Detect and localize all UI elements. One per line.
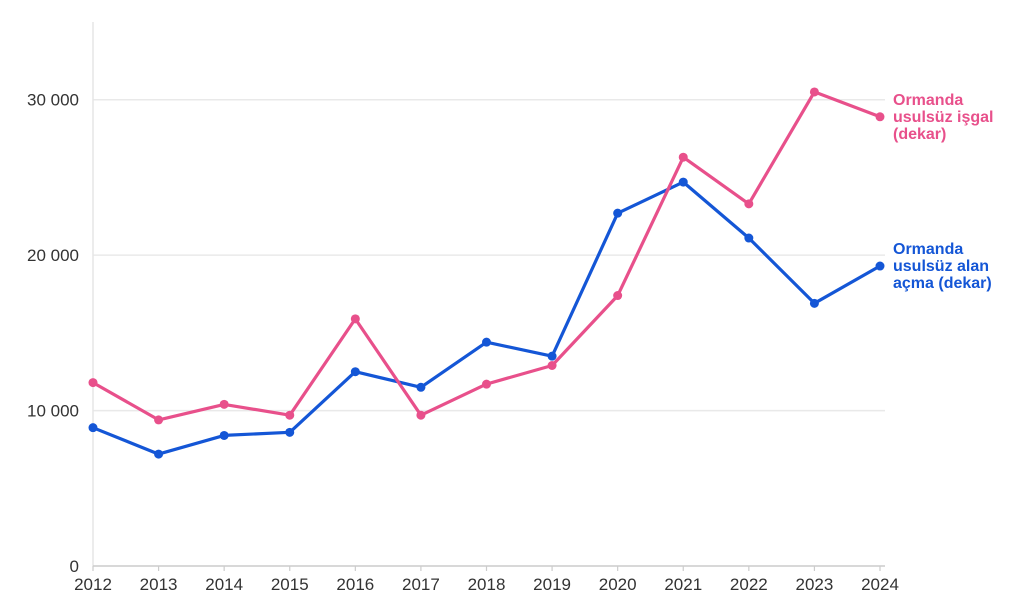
x-tick-label: 2014 — [205, 575, 243, 594]
data-point — [809, 87, 819, 97]
data-point — [482, 337, 491, 347]
x-tick-label: 2018 — [468, 575, 506, 594]
series-line — [91, 90, 882, 422]
data-point — [744, 199, 754, 209]
data-point — [219, 399, 229, 409]
x-tick-label: 2022 — [730, 575, 768, 594]
grid-lines — [93, 98, 885, 412]
data-point — [875, 261, 885, 271]
data-point — [350, 314, 360, 324]
series-label: Ormanda usulsüz işgal (dekar) — [893, 92, 993, 143]
x-tick-label: 2012 — [74, 575, 112, 594]
data-point — [744, 233, 754, 243]
y-axis-ticks: 0 10 000 20 000 30 000 — [27, 91, 79, 576]
x-tick-label: 2020 — [599, 575, 637, 594]
series-group — [88, 87, 885, 459]
data-point — [678, 177, 688, 187]
data-point — [350, 367, 360, 377]
data-point — [678, 152, 688, 162]
x-axis-ticks: 2012 2013 2014 2015 2016 2017 2018 2019 2020 2021… — [74, 566, 899, 594]
data-point — [613, 291, 623, 301]
x-tick-label: 2023 — [796, 575, 834, 594]
x-tick-label: 2024 — [861, 575, 899, 594]
data-point — [219, 430, 229, 440]
x-tick-label: 2021 — [664, 575, 702, 594]
data-point — [154, 449, 164, 459]
data-point — [613, 208, 623, 218]
data-point — [809, 298, 819, 308]
y-tick-label: 20 000 — [27, 246, 79, 265]
y-tick-label: 0 — [70, 557, 79, 576]
data-point — [88, 423, 98, 433]
x-tick-label: 2019 — [533, 575, 571, 594]
x-tick-label: 2013 — [140, 575, 178, 594]
series-label: Ormanda usulsüz alan açma (dekar) — [893, 241, 992, 292]
data-point — [547, 351, 557, 361]
data-point — [416, 382, 426, 392]
data-point — [875, 112, 885, 122]
data-point — [285, 410, 295, 420]
x-tick-label: 2017 — [402, 575, 440, 594]
y-tick-label: 30 000 — [27, 91, 79, 110]
y-tick-label: 10 000 — [27, 402, 79, 421]
x-tick-label: 2015 — [271, 575, 309, 594]
data-point — [547, 360, 557, 370]
x-tick-label: 2016 — [336, 575, 374, 594]
series-labels: Ormanda usulsüz işgal (dekar) Ormanda usulsü… — [893, 92, 993, 292]
data-point — [416, 410, 426, 420]
series-line — [91, 180, 882, 456]
data-point — [88, 378, 98, 388]
data-point — [285, 427, 295, 437]
data-point — [482, 379, 491, 389]
data-point — [154, 415, 164, 425]
